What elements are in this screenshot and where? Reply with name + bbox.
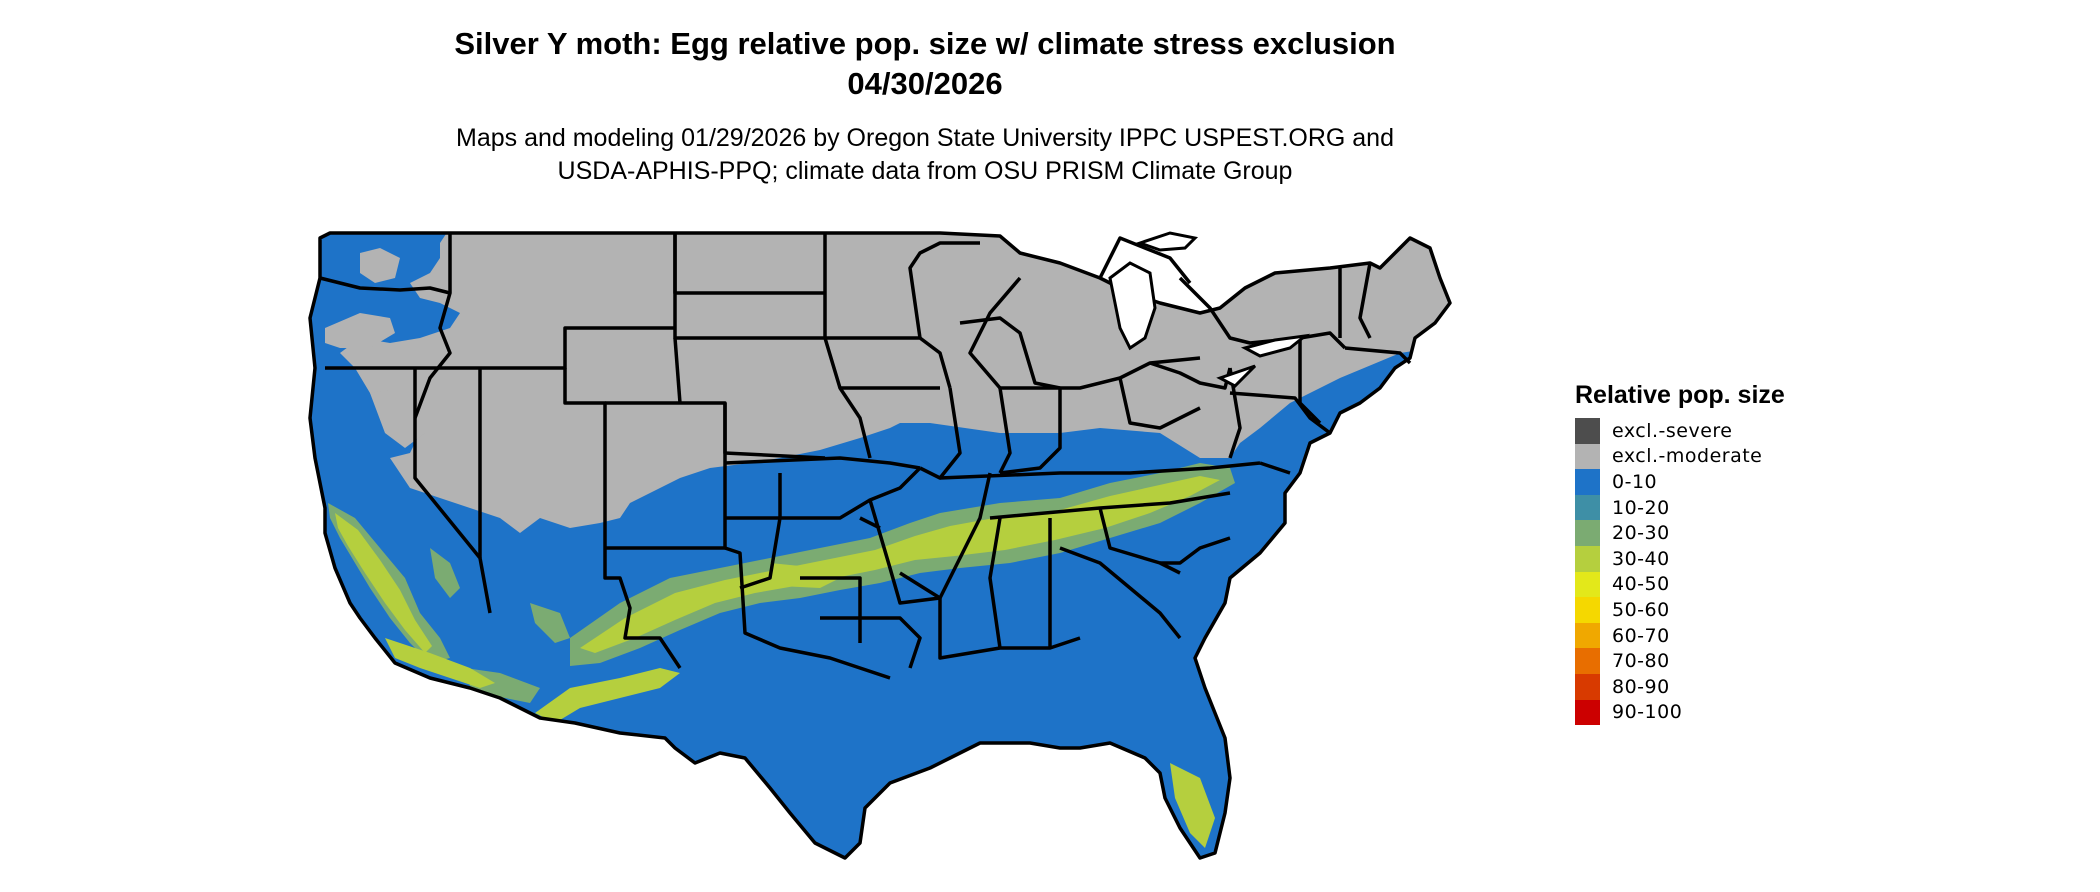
legend-swatch	[1575, 648, 1600, 674]
legend-item-40-50: 40-50	[1575, 571, 1785, 598]
legend-label: excl.-moderate	[1612, 445, 1763, 468]
legend-item-30-40: 30-40	[1575, 545, 1785, 572]
legend-label: 10-20	[1612, 496, 1670, 519]
legend-swatch	[1575, 571, 1600, 598]
legend-label: 0-10	[1612, 470, 1658, 493]
legend-label: 20-30	[1612, 522, 1670, 545]
map-date: 04/30/2026	[847, 66, 1003, 101]
legend-items: excl.-severe excl.-moderate 0-10 10-20 2…	[1575, 418, 1785, 726]
legend-label: 80-90	[1612, 675, 1670, 698]
legend-swatch	[1575, 622, 1600, 649]
legend-label: 90-100	[1612, 701, 1683, 724]
legend-swatch	[1575, 418, 1600, 444]
legend-item-excl-severe: excl.-severe	[1575, 418, 1785, 444]
legend-swatch	[1575, 545, 1600, 572]
legend-label: 50-60	[1612, 598, 1670, 621]
legend-swatch	[1575, 699, 1600, 726]
legend-item-10-20: 10-20	[1575, 494, 1785, 521]
legend-item-excl-moderate: excl.-moderate	[1575, 443, 1785, 470]
legend-label: 60-70	[1612, 624, 1670, 647]
us-map	[308, 231, 1452, 860]
legend-label: 70-80	[1612, 650, 1670, 673]
legend-swatch	[1575, 673, 1600, 700]
legend-swatch	[1575, 597, 1600, 623]
legend-swatch	[1575, 520, 1600, 546]
legend-item-60-70: 60-70	[1575, 622, 1785, 649]
legend-item-20-30: 20-30	[1575, 520, 1785, 546]
legend-item-80-90: 80-90	[1575, 673, 1785, 700]
legend-item-70-80: 70-80	[1575, 648, 1785, 674]
legend: Relative pop. size excl.-severe excl.-mo…	[1575, 380, 1785, 726]
legend-item-50-60: 50-60	[1575, 597, 1785, 623]
legend-item-0-10: 0-10	[1575, 469, 1785, 495]
legend-swatch	[1575, 443, 1600, 470]
map-credit-line-2: USDA-APHIS-PPQ; climate data from OSU PR…	[557, 157, 1293, 185]
map-title: Silver Y moth: Egg relative pop. size w/…	[454, 26, 1396, 61]
legend-label: 40-50	[1612, 573, 1670, 596]
legend-label: excl.-severe	[1612, 419, 1733, 442]
legend-swatch	[1575, 494, 1600, 521]
legend-title: Relative pop. size	[1575, 381, 1785, 409]
map-credit-line-1: Maps and modeling 01/29/2026 by Oregon S…	[456, 124, 1394, 152]
legend-label: 30-40	[1612, 547, 1670, 570]
legend-swatch	[1575, 469, 1600, 495]
legend-item-90-100: 90-100	[1575, 699, 1785, 726]
